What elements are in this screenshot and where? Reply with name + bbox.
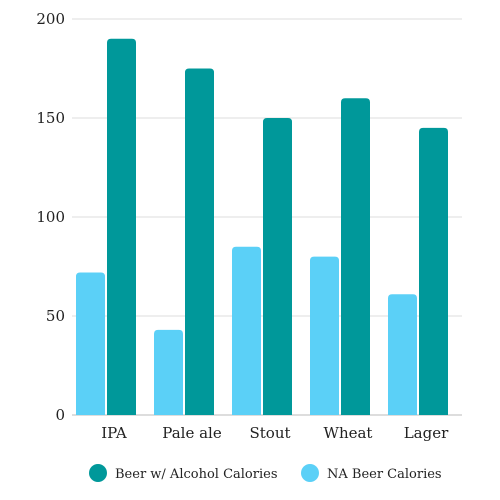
x-tick-label: IPA	[101, 424, 127, 442]
bar-wheat-na	[310, 256, 339, 415]
y-tick-label: 0	[55, 406, 65, 424]
y-tick-label: 150	[36, 109, 65, 127]
bar-ipa-na	[76, 272, 105, 415]
bar-ipa-alcohol	[107, 38, 136, 416]
x-tick-label: Pale ale	[162, 424, 222, 442]
bar-pale-ale-alcohol	[185, 68, 214, 415]
x-tick-label: Wheat	[324, 424, 373, 442]
y-axis-ticks: 0 50 100 150 200	[36, 10, 65, 424]
y-tick-label: 200	[36, 10, 65, 28]
x-tick-label: Lager	[404, 424, 449, 442]
legend-swatch	[301, 464, 319, 482]
bar-lager-alcohol	[419, 127, 448, 416]
legend-label: Beer w/ Alcohol Calories	[115, 467, 278, 482]
y-tick-label: 50	[46, 307, 65, 325]
bar-pale-ale-na	[154, 329, 183, 415]
x-axis-ticks: IPA Pale ale Stout Wheat Lager	[101, 424, 449, 442]
y-tick-label: 100	[36, 208, 65, 226]
bars	[76, 38, 448, 416]
legend-label: NA Beer Calories	[327, 467, 442, 482]
legend-swatch	[89, 464, 107, 482]
legend: Beer w/ Alcohol Calories NA Beer Calories	[89, 464, 442, 482]
bar-wheat-alcohol	[341, 98, 370, 415]
bar-stout-alcohol	[263, 118, 292, 415]
x-tick-label: Stout	[249, 424, 290, 442]
bar-lager-na	[388, 294, 417, 415]
bar-stout-na	[232, 246, 261, 415]
